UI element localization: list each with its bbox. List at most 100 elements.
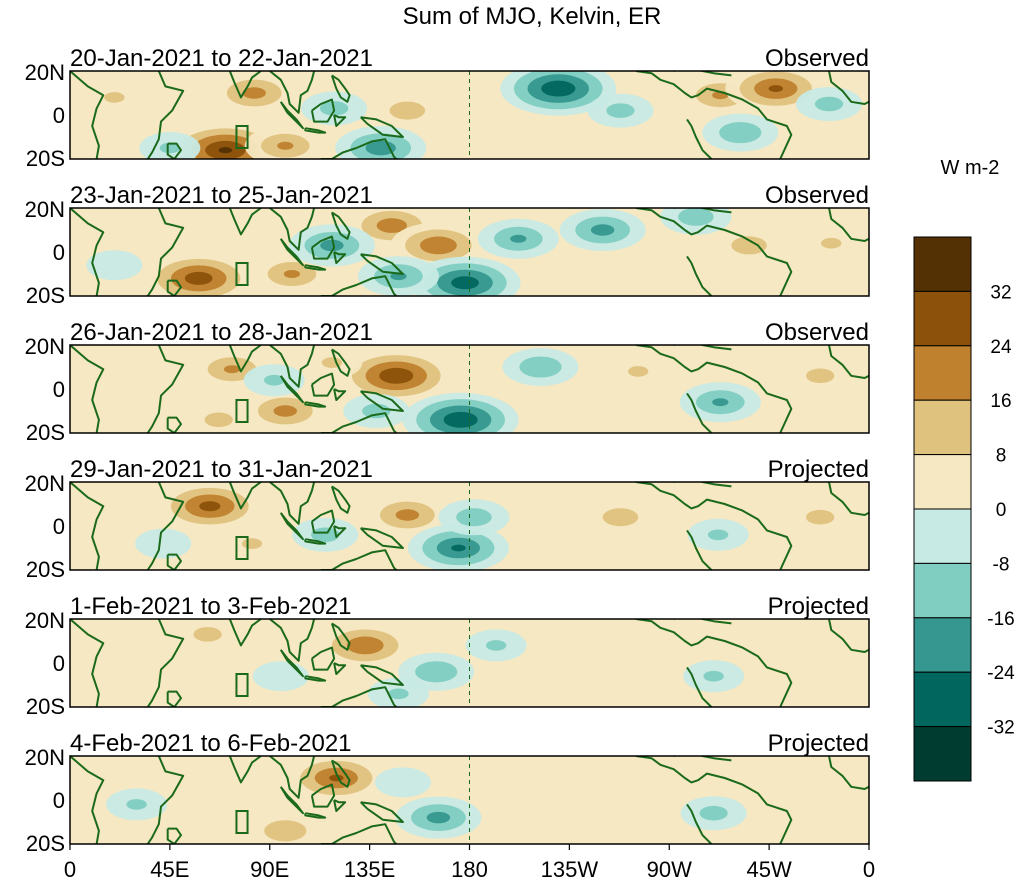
colorbar-level-label: -16 — [987, 609, 1014, 630]
coastline — [228, 619, 262, 647]
panel-2: 23-Jan-2021 to 25-Jan-2021 Observed 20N 0 20… — [25, 182, 870, 308]
anomaly-cell — [143, 252, 255, 296]
coastline — [686, 529, 713, 570]
coastlines — [70, 756, 869, 844]
anomaly-cell — [800, 227, 862, 260]
panel-period: 20-Jan-2021 to 22-Jan-2021 — [70, 45, 373, 72]
chart-title: Sum of MJO, Kelvin, ER — [403, 3, 662, 30]
colorbar-swatch — [913, 454, 972, 510]
panel-1: 20-Jan-2021 to 22-Jan-2021 Observed 20N 0 20… — [25, 45, 870, 171]
anomaly-cell — [796, 87, 863, 121]
index-region-box — [235, 125, 249, 149]
colorbar-swatch — [913, 726, 972, 782]
coastline — [228, 756, 262, 784]
coastline — [304, 538, 327, 545]
coastline — [320, 138, 397, 159]
coastline — [279, 238, 304, 267]
colorbar-swatch — [913, 399, 972, 456]
coastline — [269, 756, 316, 799]
coastline — [828, 619, 869, 653]
anomaly-cell — [374, 767, 431, 798]
x-tick-label: 135E — [344, 857, 395, 882]
coastline — [673, 345, 732, 351]
coastline — [304, 812, 327, 819]
anomaly-cell — [407, 524, 509, 570]
coastline — [686, 803, 713, 844]
coastline — [279, 786, 304, 815]
anomaly-cell — [559, 209, 646, 251]
coastline — [166, 690, 182, 707]
anomaly-cell — [174, 619, 241, 652]
anomaly-cell — [502, 348, 579, 386]
coastline — [673, 71, 732, 77]
index-region-box — [235, 673, 249, 697]
coastline — [70, 208, 105, 296]
colorbar-swatch — [913, 508, 972, 564]
coastline — [166, 142, 182, 159]
anomaly-cell — [335, 126, 427, 159]
coastline — [70, 71, 105, 159]
panel-period: 23-Jan-2021 to 25-Jan-2021 — [70, 182, 373, 209]
colorbar-swatch — [913, 290, 972, 347]
coastline — [146, 756, 185, 844]
anomaly-cell — [587, 630, 644, 661]
y-tick-label: 20S — [26, 831, 65, 856]
x-tick-label: 0 — [863, 857, 875, 882]
panel-stack: 20-Jan-2021 to 22-Jan-2021 Observed 20N 0 20… — [25, 45, 870, 856]
coastline — [310, 783, 336, 808]
coastlines — [70, 482, 869, 570]
anomaly-cell — [776, 790, 828, 819]
coastline — [310, 509, 336, 534]
colorbar-swatch — [913, 617, 972, 673]
anomaly-cell — [371, 92, 443, 129]
panel-frame — [69, 207, 870, 297]
anomaly-cell — [317, 622, 414, 669]
y-tick-label: 20S — [26, 557, 65, 582]
coastlines — [70, 345, 869, 433]
coastline — [70, 756, 105, 844]
coastline — [146, 619, 185, 707]
coastline — [359, 253, 404, 275]
coastline — [686, 666, 713, 707]
x-tick-label: 135W — [541, 857, 599, 882]
coastline — [279, 375, 304, 404]
y-tick-label: 0 — [53, 651, 65, 676]
coastline — [228, 71, 262, 99]
anomaly-cell — [135, 528, 192, 559]
panel-status: Observed — [765, 45, 869, 72]
anomaly-cell — [106, 788, 168, 821]
anomaly-cell — [787, 500, 854, 535]
panel-status: Projected — [768, 593, 869, 620]
panel-frame — [69, 70, 870, 160]
coastline — [828, 756, 869, 790]
y-tick-label: 20S — [26, 420, 65, 445]
anomaly-cell — [139, 132, 201, 159]
coastline — [304, 401, 327, 408]
coastline — [70, 619, 105, 707]
anomaly-cell — [292, 517, 359, 552]
anomaly-cell — [702, 113, 779, 152]
coastline — [269, 619, 316, 662]
panel-status: Projected — [768, 730, 869, 757]
coastline — [828, 482, 869, 516]
coastline — [333, 114, 347, 127]
coastline — [269, 345, 316, 388]
coastline — [310, 372, 336, 397]
y-tick-label: 0 — [53, 103, 65, 128]
colorbar-swatch — [913, 671, 972, 728]
anomaly-cell — [156, 482, 263, 532]
anomaly-cell — [357, 256, 439, 296]
coastline — [330, 74, 351, 103]
coastline — [310, 98, 336, 123]
anomaly-cell — [683, 660, 745, 693]
coastline — [228, 345, 262, 373]
anomaly-cell — [465, 629, 527, 662]
index-region-box — [235, 262, 249, 286]
coastline — [304, 675, 327, 682]
y-tick-label: 0 — [53, 377, 65, 402]
coastline — [686, 118, 713, 159]
anomaly-cell — [211, 72, 298, 114]
panel-frame — [69, 344, 870, 434]
panel-period: 1-Feb-2021 to 3-Feb-2021 — [70, 593, 352, 620]
y-tick-label: 20N — [25, 608, 65, 633]
